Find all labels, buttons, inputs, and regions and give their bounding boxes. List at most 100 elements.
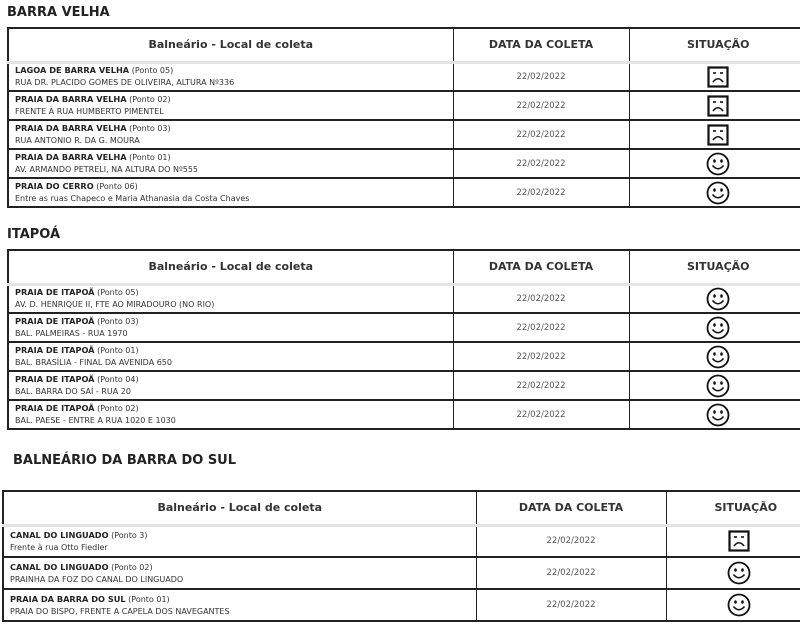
- location-point: (Ponto 06): [96, 182, 138, 191]
- location-name: PRAIA DA BARRA VELHA: [15, 152, 127, 162]
- location-cell: PRAIA DO CERRO (Ponto 06) Entre as ruas C…: [7, 177, 453, 207]
- collection-date: 22/02/2022: [452, 119, 629, 149]
- status-cell: [628, 370, 800, 400]
- column-header-date: DATA DA COLETA: [452, 28, 629, 64]
- table-row: PRAIA DE ITAPOÃ (Ponto 04) BAL. BARRA DO …: [7, 370, 800, 400]
- location-address: RUA ANTONIO R. DA G. MOURA: [15, 136, 140, 145]
- happy-icon: [630, 287, 800, 311]
- location-address: RUA DR. PLACIDO GOMES DE OLIVEIRA, ALTUR…: [15, 78, 235, 88]
- table-row: PRAIA DE ITAPOÃ (Ponto 05) AV. D. HENRIQU…: [7, 283, 800, 313]
- location-point: (Ponto 04): [97, 375, 139, 384]
- results-table: Balneário - Local de coleta DATA DA COLE…: [7, 27, 800, 208]
- location-address: BAL. PALMEIRAS - RUA 1970: [15, 329, 128, 338]
- column-header-location: Balneário - Local de coleta: [7, 250, 453, 286]
- happy-icon: [630, 152, 800, 176]
- sad-icon: [630, 66, 800, 88]
- location-point: (Ponto 03): [129, 124, 171, 133]
- column-header-status: SITUAÇÃO: [628, 250, 800, 286]
- location-cell: PRAIA DE ITAPOÃ (Ponto 02) BAL. PAESE - E…: [7, 399, 453, 429]
- location-name: PRAIA DO CERRO: [15, 181, 94, 191]
- location-cell: PRAIA DA BARRA VELHA (Ponto 02) FRENTE À …: [7, 90, 453, 120]
- location-name: LAGOA DE BARRA VELHA: [15, 65, 130, 76]
- status-cell: [665, 588, 800, 621]
- status-cell: [665, 556, 800, 589]
- section-title: BALNEÁRIO DA BARRA DO SUL: [13, 453, 237, 468]
- collection-date: 22/02/2022: [452, 341, 629, 371]
- happy-icon: [667, 561, 800, 585]
- location-address: BAL. BARRA DO SAÍ - RUA 20: [15, 387, 131, 396]
- table-row: PRAIA DO CERRO (Ponto 06) Entre as ruas C…: [7, 177, 800, 207]
- table-row: CANAL DO LINGUADO (Ponto 02) PRAINHA DA F…: [2, 556, 800, 589]
- status-cell: [628, 177, 800, 207]
- location-name: CANAL DO LINGUADO: [10, 529, 109, 540]
- status-cell: [628, 148, 800, 178]
- location-cell: PRAIA DA BARRA VELHA (Ponto 03) RUA ANTON…: [7, 119, 453, 149]
- collection-date: 22/02/2022: [452, 399, 629, 429]
- section-title: ITAPOÁ: [7, 227, 61, 242]
- location-cell: PRAIA DE ITAPOÃ (Ponto 04) BAL. BARRA DO …: [7, 370, 453, 400]
- column-header-status: SITUAÇÃO: [628, 28, 800, 64]
- location-point: (Ponto 02): [129, 95, 171, 104]
- location-cell: LAGOA DE BARRA VELHA (Ponto 05) RUA DR. P…: [7, 61, 453, 91]
- status-cell: [628, 119, 800, 149]
- collection-date: 22/02/2022: [452, 283, 629, 313]
- status-cell: [628, 399, 800, 429]
- location-point: (Ponto 03): [97, 317, 139, 326]
- location-cell: PRAIA DE ITAPOÃ (Ponto 05) AV. D. HENRIQU…: [7, 283, 453, 313]
- column-header-status: SITUAÇÃO: [665, 491, 800, 527]
- happy-icon: [630, 316, 800, 340]
- location-name: PRAIA DE ITAPOÃ: [15, 316, 95, 326]
- status-cell: [628, 341, 800, 371]
- table-row: PRAIA DA BARRA VELHA (Ponto 03) RUA ANTON…: [7, 119, 800, 149]
- collection-date: 22/02/2022: [452, 148, 629, 178]
- table-row: CANAL DO LINGUADO (Ponto 3) Frente à rua …: [2, 524, 800, 557]
- location-address: PRAINHA DA FOZ DO CANAL DO LINGUADO: [10, 574, 184, 584]
- section-title: BARRA VELHA: [7, 5, 110, 20]
- collection-date: 22/02/2022: [452, 312, 629, 342]
- location-point: (Ponto 05): [97, 288, 139, 298]
- location-address: AV. ARMANDO PETRELI, NA ALTURA DO Nº555: [15, 165, 199, 174]
- collection-date: 22/02/2022: [475, 556, 666, 589]
- collection-date: 22/02/2022: [475, 524, 666, 557]
- location-address: BAL. PAESE - ENTRE A RUA 1020 E 1030: [15, 416, 176, 425]
- table-row: PRAIA DA BARRA VELHA (Ponto 02) FRENTE À …: [7, 90, 800, 120]
- table-row: LAGOA DE BARRA VELHA (Ponto 05) RUA DR. P…: [7, 61, 800, 91]
- location-address: BAL. BRASÍLIA - FINAL DA AVENIDA 650: [15, 358, 172, 367]
- location-name: PRAIA DE ITAPOÃ: [15, 403, 95, 413]
- status-cell: [628, 283, 800, 313]
- location-name: PRAIA DE ITAPOÃ: [15, 374, 95, 384]
- happy-icon: [630, 181, 800, 205]
- collection-date: 22/02/2022: [452, 90, 629, 120]
- column-header-date: DATA DA COLETA: [452, 250, 629, 286]
- location-address: Entre as ruas Chapeco e Maria Athanasia …: [15, 194, 250, 203]
- sad-icon: [667, 530, 800, 552]
- location-cell: CANAL DO LINGUADO (Ponto 02) PRAINHA DA F…: [2, 556, 476, 589]
- column-header-date: DATA DA COLETA: [475, 491, 666, 527]
- status-cell: [665, 524, 800, 557]
- location-address: Frente à rua Otto Fiedler: [10, 542, 108, 552]
- location-name: PRAIA DA BARRA VELHA: [15, 94, 127, 104]
- location-name: PRAIA DA BARRA VELHA: [15, 123, 127, 133]
- status-cell: [628, 61, 800, 91]
- collection-date: 22/02/2022: [452, 61, 629, 91]
- location-point: (Ponto 01): [97, 346, 139, 355]
- location-name: PRAIA DE ITAPOÃ: [15, 287, 95, 298]
- location-cell: CANAL DO LINGUADO (Ponto 3) Frente à rua …: [2, 524, 476, 557]
- table-row: PRAIA DE ITAPOÃ (Ponto 03) BAL. PALMEIRAS…: [7, 312, 800, 342]
- location-point: (Ponto 02): [111, 562, 153, 572]
- collection-date: 22/02/2022: [475, 588, 666, 621]
- location-point: (Ponto 01): [128, 594, 170, 604]
- location-address: FRENTE À RUA HUMBERTO PIMENTEL: [15, 107, 164, 116]
- location-address: AV. D. HENRIQUE II, FTE AO MIRADOURO (NO…: [15, 300, 215, 310]
- status-cell: [628, 90, 800, 120]
- happy-icon: [630, 374, 800, 398]
- happy-icon: [630, 403, 800, 427]
- column-header-location: Balneário - Local de coleta: [7, 28, 453, 64]
- status-cell: [628, 312, 800, 342]
- location-address: PRAIA DO BISPO, FRENTE A CAPELA DOS NAVE…: [10, 606, 230, 616]
- happy-icon: [630, 345, 800, 369]
- table-row: PRAIA DA BARRA DO SUL (Ponto 01) PRAIA DO…: [2, 588, 800, 621]
- location-point: (Ponto 3): [111, 530, 148, 540]
- sad-icon: [630, 123, 800, 146]
- location-name: PRAIA DA BARRA DO SUL: [10, 593, 126, 604]
